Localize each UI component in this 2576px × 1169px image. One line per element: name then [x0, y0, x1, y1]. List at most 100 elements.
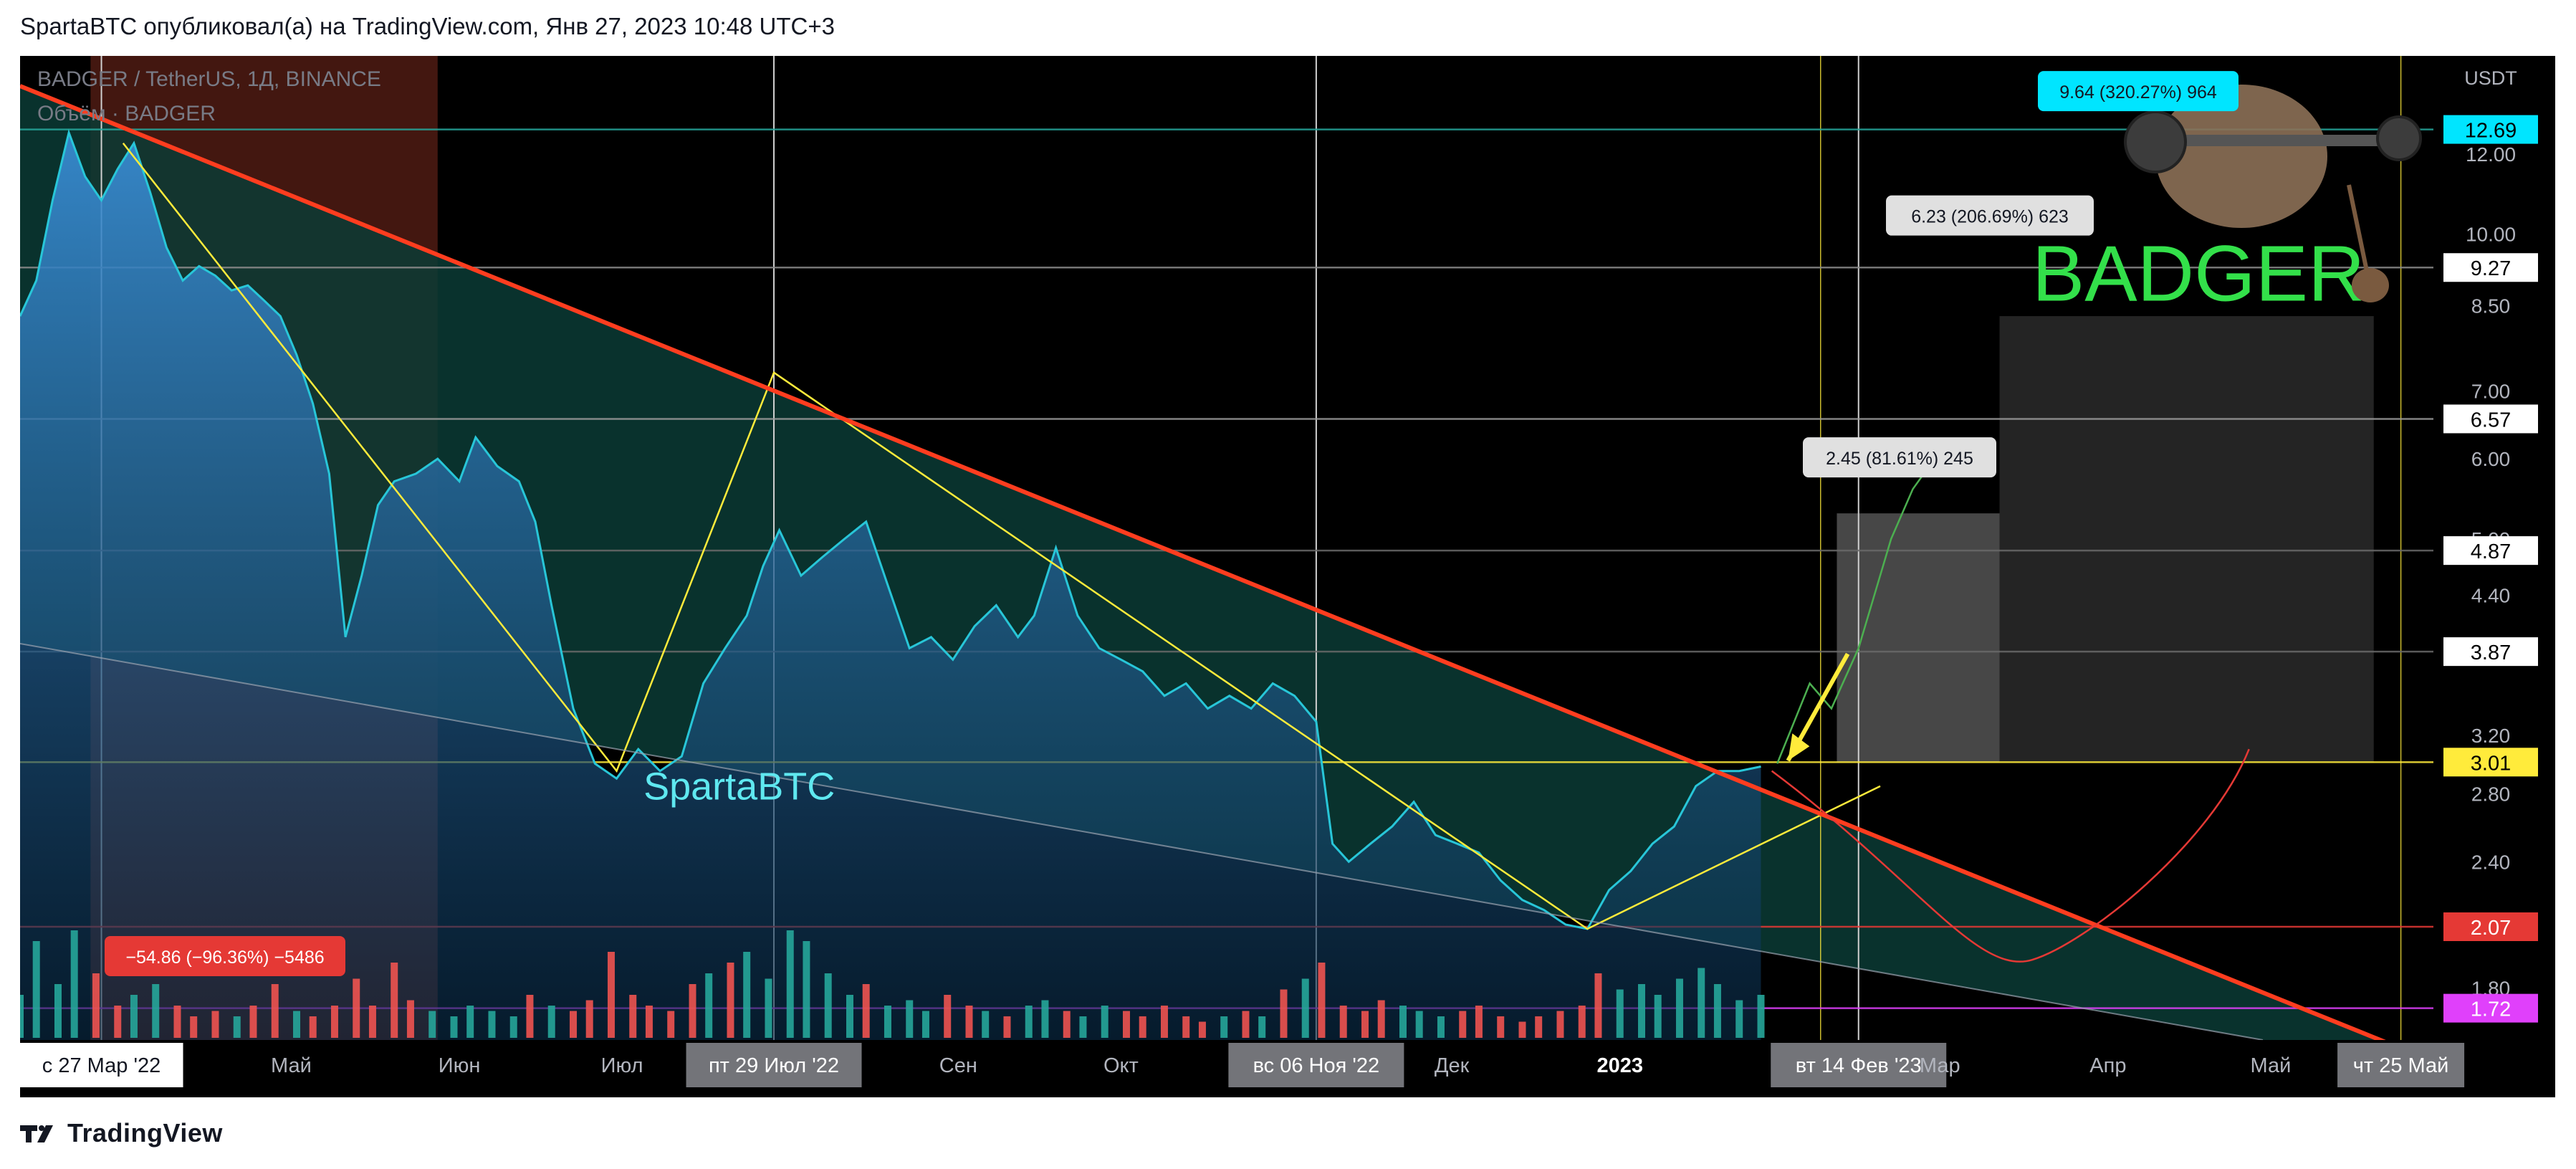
y-tick-label: 4.40	[2471, 584, 2511, 606]
measure-label: 9.64 (320.27%) 964	[2059, 82, 2217, 102]
volume-bar	[1518, 1021, 1526, 1038]
price-level-badge	[2443, 404, 2538, 434]
volume-bar	[1280, 989, 1288, 1038]
x-tick-label: пт 29 Июл '22	[709, 1054, 839, 1077]
breakout-arrow-head	[1788, 733, 1810, 761]
volume-bar	[1079, 1016, 1087, 1038]
volume-bar	[965, 1006, 973, 1038]
volume-bar	[846, 995, 853, 1038]
volume-bar	[1301, 978, 1309, 1038]
volume-bar	[353, 978, 360, 1038]
volume-bar	[526, 995, 534, 1038]
x-tick-highlight	[686, 1043, 862, 1087]
volume-bar	[585, 1000, 593, 1038]
mascot-plate	[2124, 110, 2187, 173]
axis-unit-label: USDT	[2464, 67, 2517, 89]
volume-bar	[70, 930, 78, 1038]
price-level-value: 1.72	[2471, 998, 2511, 1021]
volume-bar	[906, 1000, 914, 1038]
measure-label: 6.23 (206.69%) 623	[1911, 207, 2069, 227]
volume-bar	[1182, 1016, 1190, 1038]
zigzag-pattern-line	[122, 142, 1881, 930]
volume-bar	[1415, 1011, 1423, 1038]
volume-bar	[309, 1016, 317, 1038]
x-tick-label: с 27 Мар '22	[42, 1054, 161, 1077]
y-tick-label: 7.00	[2471, 381, 2511, 403]
chart-area[interactable]: BADGER / TetherUS, 1Д, BINANCE Объём · BA…	[20, 56, 2555, 1097]
price-level-value: 3.01	[2471, 752, 2511, 775]
mascot-rope	[2347, 184, 2369, 272]
x-tick-label: вт 14 Фев '23	[1796, 1054, 1922, 1077]
volume-bar	[1198, 1021, 1206, 1038]
volume-bar	[727, 963, 734, 1038]
volume-bar	[249, 1006, 257, 1038]
volume-bar	[406, 1000, 414, 1038]
measure-label: 2.45 (81.61%) 245	[1826, 449, 1973, 469]
price-area	[20, 133, 1761, 1040]
tradingview-logo-icon	[20, 1125, 53, 1142]
measure-label-box	[105, 935, 345, 976]
volume-bar	[488, 1011, 496, 1038]
volume-bar	[1242, 1011, 1250, 1038]
symbol-title: BADGER / TetherUS, 1Д, BINANCE	[37, 67, 381, 91]
y-tick-label: 3.20	[2471, 725, 2511, 747]
mascot-plate	[2376, 115, 2422, 161]
volume-bar	[114, 1006, 122, 1038]
volume-bar	[862, 984, 870, 1038]
x-tick-highlight	[1228, 1043, 1404, 1087]
price-level-badge	[2443, 748, 2538, 777]
volume-bar	[368, 1006, 376, 1038]
mascot-bar	[2148, 135, 2421, 146]
volume-bar	[292, 1011, 300, 1038]
volume-bar	[1578, 1006, 1586, 1038]
price-level-badge	[2443, 115, 2538, 144]
volume-bar	[1637, 984, 1645, 1038]
y-tick-label: 8.50	[2471, 295, 2511, 317]
measure-label-box	[1886, 195, 2094, 236]
x-tick-label: Окт	[1103, 1054, 1139, 1077]
volume-bar	[607, 952, 615, 1038]
price-axis-bg	[2433, 56, 2555, 1097]
measure-label-box	[1803, 437, 1996, 478]
volume-bar	[130, 995, 138, 1038]
volume-bar	[803, 941, 810, 1038]
volume-bar	[569, 1011, 577, 1038]
volume-bar	[1556, 1011, 1564, 1038]
volume-bar	[786, 930, 794, 1038]
volume-bar	[466, 1006, 474, 1038]
x-tick-label: Дек	[1435, 1054, 1470, 1077]
bullish-projection	[1776, 458, 1935, 764]
price-level-value: 3.87	[2471, 641, 2511, 664]
x-tick-highlight	[20, 1043, 183, 1087]
price-level-value: 2.07	[2471, 917, 2511, 940]
y-tick-label: 6.00	[2471, 448, 2511, 470]
mascot-body	[2155, 85, 2327, 228]
y-tick-label: 12.00	[2466, 143, 2516, 166]
bearish-projection	[1771, 748, 2250, 963]
volume-bar	[1122, 1011, 1130, 1038]
price-chart[interactable]: BADGER / TetherUS, 1Д, BINANCE Объём · BA…	[20, 56, 2555, 1097]
volume-bar	[1497, 1016, 1505, 1038]
volume-bar	[1399, 1006, 1407, 1038]
volume-bar	[1594, 973, 1602, 1038]
volume-bar	[211, 1011, 219, 1038]
volume-bar	[330, 1006, 338, 1038]
measure-label-box	[2038, 71, 2239, 112]
volume-bar	[667, 1011, 675, 1038]
volume-bar	[1675, 978, 1683, 1038]
mascot-weight	[2352, 268, 2389, 302]
volume-bar	[884, 1006, 891, 1038]
author-watermark: SpartaBTC	[643, 765, 835, 808]
volume-bar	[233, 1016, 241, 1038]
price-level-badge	[2443, 253, 2538, 282]
volume-bar	[824, 973, 832, 1038]
footer-brand[interactable]: TradingView	[20, 1117, 223, 1150]
volume-bar	[1318, 963, 1326, 1038]
volume-bar	[1101, 1006, 1109, 1038]
volume-bar	[765, 978, 772, 1038]
x-tick-label: Май	[2251, 1054, 2292, 1077]
target-zone-1	[1837, 513, 2000, 763]
volume-bar	[705, 973, 713, 1038]
volume-bar	[391, 963, 398, 1038]
volume-bar	[509, 1016, 517, 1038]
